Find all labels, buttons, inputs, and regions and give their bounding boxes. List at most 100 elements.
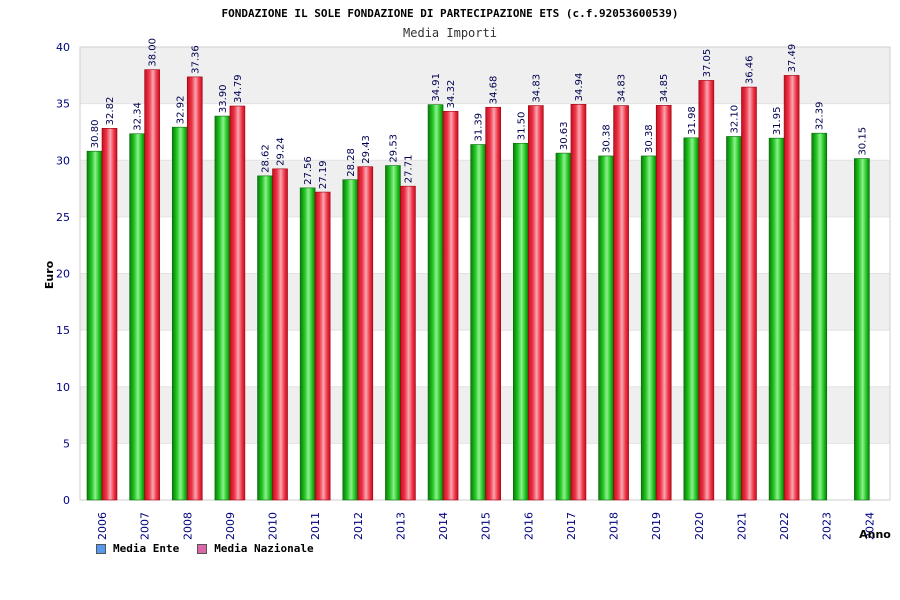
y-axis-ticks: 0 5 10 15 20 25 30 35 40 xyxy=(56,41,70,507)
bar-media-ente-2013 xyxy=(385,165,401,501)
bar-media-ente-2019 xyxy=(640,155,657,501)
legend-swatch-media-nazionale xyxy=(197,543,208,554)
x-tick-label: 2019 xyxy=(650,512,663,540)
value-label: 27.71 xyxy=(403,155,414,184)
value-label: 30.63 xyxy=(559,121,570,150)
value-label: 34.68 xyxy=(489,76,500,105)
bar-media-ente-2012 xyxy=(342,179,359,501)
x-tick-label: 2020 xyxy=(693,512,706,540)
bar-media-nazionale-2019 xyxy=(655,105,672,501)
bar-media-ente-2010 xyxy=(257,175,273,501)
value-labels: 30.80 32.34 32.92 33.90 28.62 27.56 28.28 29.53… xyxy=(90,38,868,189)
bar-media-nazionale-2011 xyxy=(314,191,331,501)
value-label: 30.80 xyxy=(90,120,101,149)
value-label: 28.28 xyxy=(346,148,357,177)
bar-media-ente-2023 xyxy=(811,132,828,501)
bar-media-ente-2021 xyxy=(726,136,742,501)
y-tick-label: 25 xyxy=(56,211,70,224)
bar-media-nazionale-2014 xyxy=(442,111,459,501)
y-tick-label: 30 xyxy=(56,154,70,167)
y-axis-label: Euro xyxy=(43,260,56,289)
value-label: 29.24 xyxy=(276,137,287,166)
bar-media-nazionale-2021 xyxy=(741,86,757,501)
value-label: 34.79 xyxy=(233,74,244,103)
y-tick-label: 20 xyxy=(56,268,70,281)
value-label: 31.39 xyxy=(474,113,485,142)
value-label: 34.85 xyxy=(659,74,670,103)
y-tick-label: 5 xyxy=(63,437,70,450)
value-label: 30.15 xyxy=(857,127,868,156)
y-tick-label: 35 xyxy=(56,98,70,111)
x-axis-ticks: 2006 2007 2008 2009 2010 2011 2012 2013 2014 2015… xyxy=(96,512,876,540)
value-label: 27.56 xyxy=(303,156,314,185)
value-label: 34.83 xyxy=(617,74,628,103)
value-label: 32.82 xyxy=(105,97,116,126)
y-tick-label: 10 xyxy=(56,381,70,394)
value-label: 31.98 xyxy=(687,106,698,135)
bar-media-nazionale-2017 xyxy=(570,104,587,501)
bar-media-nazionale-2008 xyxy=(186,76,203,501)
bar-media-nazionale-2010 xyxy=(272,168,288,501)
chart-subtitle: Media Importi xyxy=(403,26,497,40)
x-tick-label: 2009 xyxy=(224,512,237,540)
x-tick-label: 2014 xyxy=(437,512,450,540)
value-label: 37.49 xyxy=(787,44,798,73)
y-tick-label: 40 xyxy=(56,41,70,54)
bar-media-ente-2008 xyxy=(171,126,188,501)
bar-media-ente-2016 xyxy=(513,142,529,501)
legend-item-media-nazionale: Media Nazionale xyxy=(197,542,314,555)
bars xyxy=(86,69,870,501)
bar-media-ente-2009 xyxy=(214,115,231,501)
x-tick-label: 2012 xyxy=(352,512,365,540)
legend-label-media-nazionale: Media Nazionale xyxy=(214,542,314,555)
bar-media-ente-2015 xyxy=(470,144,486,501)
x-tick-label: 2010 xyxy=(267,512,280,540)
x-tick-label: 2017 xyxy=(565,512,578,540)
legend-item-media-ente: Media Ente xyxy=(96,542,179,555)
bar-media-nazionale-2020 xyxy=(698,80,715,501)
bar-media-ente-2006 xyxy=(86,150,103,501)
bar-media-ente-2014 xyxy=(427,104,444,501)
x-tick-label: 2022 xyxy=(778,512,791,540)
bar-media-ente-2020 xyxy=(683,137,700,501)
bar-media-ente-2018 xyxy=(598,155,614,501)
bar-media-nazionale-2018 xyxy=(613,105,629,501)
value-label: 28.62 xyxy=(261,144,272,173)
value-label: 38.00 xyxy=(148,38,159,67)
value-label: 31.50 xyxy=(516,112,527,141)
x-tick-label: 2021 xyxy=(735,512,748,540)
value-label: 32.39 xyxy=(815,102,826,131)
value-label: 29.53 xyxy=(388,134,399,163)
value-label: 37.36 xyxy=(190,45,201,74)
value-label: 27.19 xyxy=(318,160,329,189)
value-label: 30.38 xyxy=(644,124,655,153)
bar-media-ente-2022 xyxy=(768,137,785,501)
bar-media-nazionale-2006 xyxy=(101,128,118,501)
value-label: 29.43 xyxy=(361,135,372,164)
legend-swatch-media-ente xyxy=(96,543,106,554)
x-tick-label: 2015 xyxy=(480,512,493,540)
x-tick-label: 2011 xyxy=(309,512,322,540)
value-label: 34.91 xyxy=(431,73,442,102)
legend-label-media-ente: Media Ente xyxy=(113,542,180,555)
bar-media-ente-2024 xyxy=(854,158,870,501)
value-label: 36.46 xyxy=(744,55,755,84)
bar-media-nazionale-2007 xyxy=(144,69,160,501)
value-label: 30.38 xyxy=(602,124,613,153)
bar-media-nazionale-2012 xyxy=(357,166,374,501)
value-label: 32.92 xyxy=(175,96,186,125)
bar-media-nazionale-2015 xyxy=(485,106,501,501)
bar-media-nazionale-2022 xyxy=(783,75,800,501)
chart-legend: Media Ente Media Nazionale xyxy=(96,542,314,555)
x-tick-label: 2013 xyxy=(394,512,407,540)
value-label: 32.34 xyxy=(133,102,144,131)
chart-title: FONDAZIONE IL SOLE FONDAZIONE DI PARTECI… xyxy=(222,7,679,20)
x-tick-label: 2024 xyxy=(863,512,876,540)
x-tick-label: 2023 xyxy=(821,512,834,540)
value-label: 34.32 xyxy=(446,80,457,109)
value-label: 33.90 xyxy=(218,84,229,113)
bar-media-nazionale-2009 xyxy=(229,105,246,501)
bar-media-ente-2017 xyxy=(555,152,572,501)
value-label: 34.83 xyxy=(531,74,542,103)
